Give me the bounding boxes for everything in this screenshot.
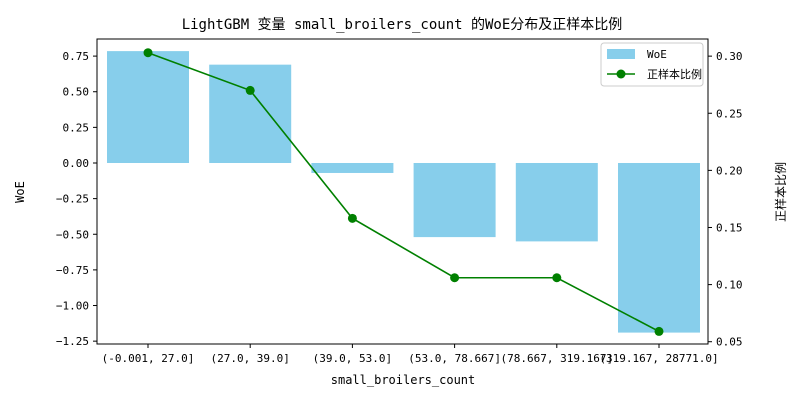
woe-bar	[311, 162, 394, 173]
x-tick-label: (53.0, 78.667]	[408, 352, 501, 365]
y-tick-label: −0.50	[56, 228, 89, 241]
x-axis: (-0.001, 27.0] (27.0, 39.0] (39.0, 53.0] (5…	[102, 344, 719, 365]
x-axis-label: small_broilers_count	[331, 373, 476, 387]
y-left-axis: 0.75 0.50 0.25 0.00 −0.25 −0.50 −0.75 −1.00 −1.2…	[56, 50, 97, 348]
chart-title: LightGBM 变量 small_broilers_count 的WoE分布及…	[182, 17, 623, 33]
y-tick-label: −1.25	[56, 335, 89, 348]
legend-woe-label: WoE	[647, 48, 667, 61]
y-tick-label: 0.25	[63, 121, 90, 134]
y-tick-label: 0.50	[63, 86, 90, 99]
y2-tick-label: 0.15	[716, 221, 743, 234]
y2-tick-label: 0.30	[716, 50, 743, 63]
y2-tick-label: 0.10	[716, 279, 743, 292]
x-tick-label: (39.0, 53.0]	[313, 352, 392, 365]
legend-ratio-marker	[616, 69, 626, 79]
x-tick-label: (78.667, 319.167]	[501, 352, 614, 365]
positive-ratio-point	[654, 326, 664, 336]
woe-bars	[107, 51, 700, 333]
y-axis-label: WoE	[13, 181, 27, 203]
positive-ratio-line-layer	[143, 48, 664, 336]
y-tick-label: −1.00	[56, 300, 89, 313]
legend-woe-swatch	[607, 49, 635, 59]
positive-ratio-point	[450, 273, 460, 283]
y-tick-label: 0.75	[63, 50, 90, 63]
x-tick-label: (-0.001, 27.0]	[102, 352, 195, 365]
y-right-axis: 0.05 0.10 0.15 0.20 0.25 0.30	[708, 50, 743, 349]
plot-frame	[96, 38, 709, 345]
y2-tick-label: 0.25	[716, 107, 743, 120]
woe-bar	[107, 51, 189, 163]
legend: WoE 正样本比例	[600, 42, 704, 87]
positive-ratio-point	[143, 48, 153, 58]
y-tick-label: −0.75	[56, 264, 89, 277]
y2-tick-label: 0.05	[716, 336, 743, 349]
legend-ratio-label: 正样本比例	[647, 67, 702, 81]
x-tick-label: (319.167, 28771.0]	[599, 352, 718, 365]
woe-bar	[413, 162, 496, 238]
x-tick-label: (27.0, 39.0]	[210, 352, 289, 365]
positive-ratio-point	[552, 273, 562, 283]
y-tick-label: −0.25	[56, 193, 89, 206]
y-tick-label: 0.00	[63, 157, 90, 170]
woe-bar	[515, 162, 598, 242]
y2-axis-label: 正样本比例	[773, 162, 788, 222]
positive-ratio-point	[347, 213, 357, 223]
positive-ratio-point	[245, 85, 255, 95]
positive-ratio-line	[147, 51, 660, 333]
woe-bar	[618, 162, 700, 333]
y2-tick-label: 0.20	[716, 164, 743, 177]
